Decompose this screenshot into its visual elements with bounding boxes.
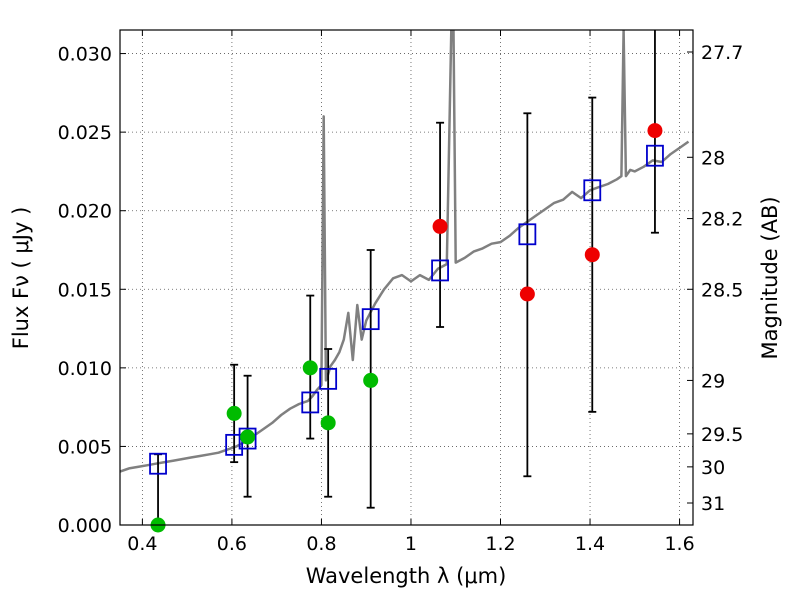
red-data-point: [519, 286, 535, 302]
y-tick-label: 0.005: [58, 436, 112, 458]
y2-tick-label: 27.7: [701, 42, 743, 64]
red-data-point: [647, 123, 663, 139]
model-flux-box: [238, 427, 257, 450]
y-tick-label: 0.030: [58, 44, 112, 66]
x-axis-title: Wavelength λ (μm): [306, 564, 507, 588]
model-flux-box: [149, 452, 167, 475]
model-flux-box: [583, 179, 602, 202]
model-flux-box: [431, 259, 449, 282]
model-flux-box: [319, 367, 338, 390]
x-tick-label: 1.4: [575, 533, 605, 555]
y-axis-title: Flux Fν ( μJy ): [9, 207, 33, 350]
x-tick-label: 1: [405, 533, 417, 555]
y-tick-label: 0.025: [58, 122, 112, 144]
green-data-point: [226, 405, 242, 421]
right-axis-title: Magnitude (AB): [758, 196, 782, 359]
y2-tick-label: 28.5: [701, 279, 743, 301]
y-tick-label: 0.010: [58, 358, 112, 380]
red-data-point: [432, 218, 448, 234]
y-tick-label: 0.015: [58, 279, 112, 301]
x-tick-label: 0.6: [217, 533, 247, 555]
error-bars: [149, 30, 664, 533]
y-tick-label: 0.000: [58, 515, 112, 537]
model-flux-box: [518, 223, 537, 246]
green-data-point: [320, 415, 336, 431]
green-data-point: [240, 429, 256, 445]
ticks: 0.4 0.6 0.8 1 1.2 1.4 1.6 0.000 0.005 0.010 0.015 0…: [58, 30, 743, 555]
plot-frame: [119, 29, 694, 526]
model-flux-box: [301, 391, 320, 414]
x-tick-label: 0.4: [127, 533, 157, 555]
grid: [120, 30, 693, 525]
green-data-point: [302, 360, 318, 376]
y2-tick-label: 28.2: [701, 209, 743, 231]
y2-tick-label: 31: [701, 493, 725, 515]
red-data-point: [584, 247, 600, 263]
x-tick-label: 1.2: [485, 533, 515, 555]
y2-tick-label: 30: [701, 457, 725, 479]
y2-tick-label: 29: [701, 370, 725, 392]
model-flux-box: [225, 433, 244, 456]
model-flux-box: [361, 308, 380, 331]
y2-tick-label: 28: [701, 147, 725, 169]
x-tick-label: 0.8: [306, 533, 336, 555]
model-flux-box: [646, 144, 664, 167]
x-tick-label: 1.6: [664, 533, 694, 555]
y-tick-label: 0.020: [58, 201, 112, 223]
y2-tick-label: 29.5: [701, 424, 743, 446]
green-data-point: [363, 372, 379, 388]
